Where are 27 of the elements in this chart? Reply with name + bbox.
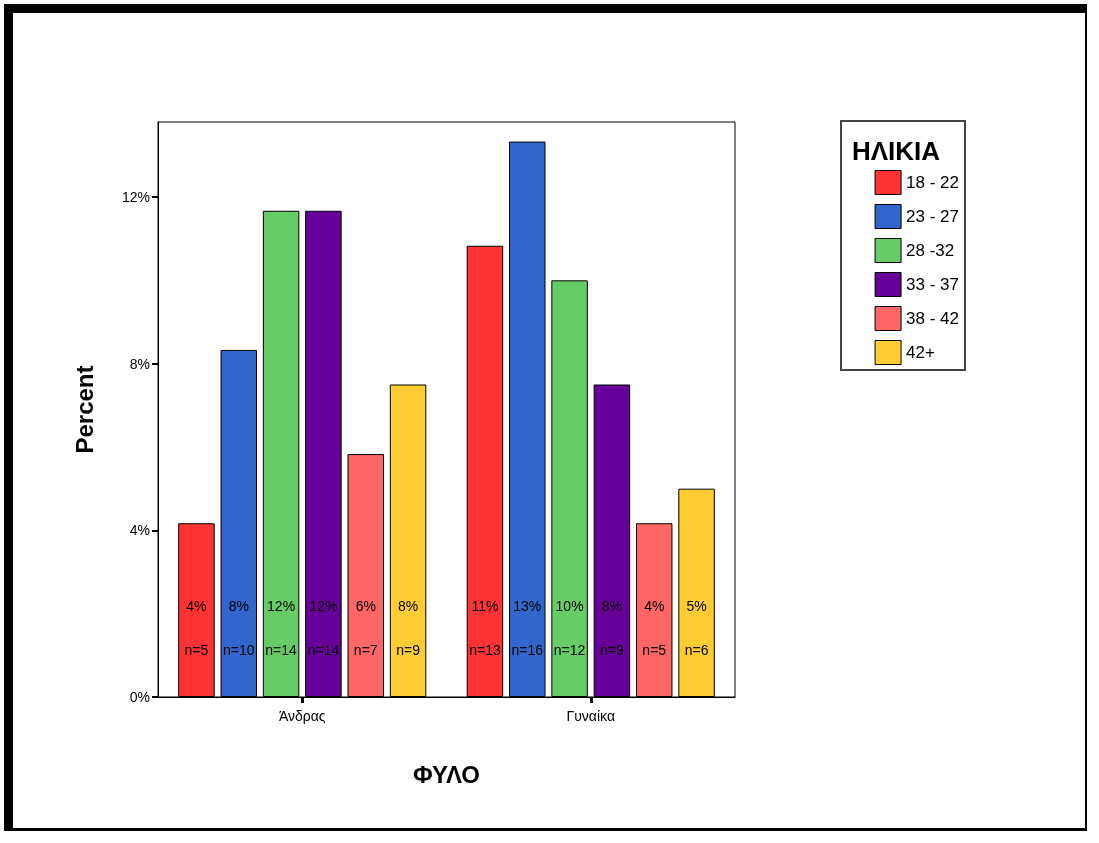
y-tick-label: 8% [129,355,150,372]
text: 6% n=7 [353,598,378,658]
x-tick-label: Γυναίκα [566,708,615,724]
y-tick-label: 0% [129,689,150,705]
x-tick-label: Άνδρας [278,708,326,724]
text: 8% n=9 [396,598,420,658]
text: 5% n=6 [684,598,709,658]
text: 11% n=13 [469,598,501,658]
x-axis-title: ΦΥΛΟ [413,760,480,788]
text: 10% n=12 [553,598,586,658]
legend-label: 38 - 42 [906,309,960,328]
y-tick-label: 12% [121,189,150,205]
text: 8% n=9 [600,598,624,658]
legend-label: 18 - 22 [906,173,960,192]
text: 4% n=5 [184,598,209,658]
legend-label: 33 - 37 [906,275,960,294]
legend-label: 42+ [906,343,935,362]
y-tick-label: 4% [129,522,150,539]
text: 8% n=10 [222,598,255,658]
text: 13% n=16 [511,598,544,658]
legend-title: ΗΛΙΚΙΑ [852,136,941,166]
legend-label: 23 - 27 [906,207,960,226]
legend-label: 28 -32 [906,241,955,260]
text: 12% n=14 [265,598,297,658]
y-axis-title: Percent [70,365,98,454]
text: 4% n=5 [642,598,667,658]
text: 12% n=14 [307,598,340,658]
